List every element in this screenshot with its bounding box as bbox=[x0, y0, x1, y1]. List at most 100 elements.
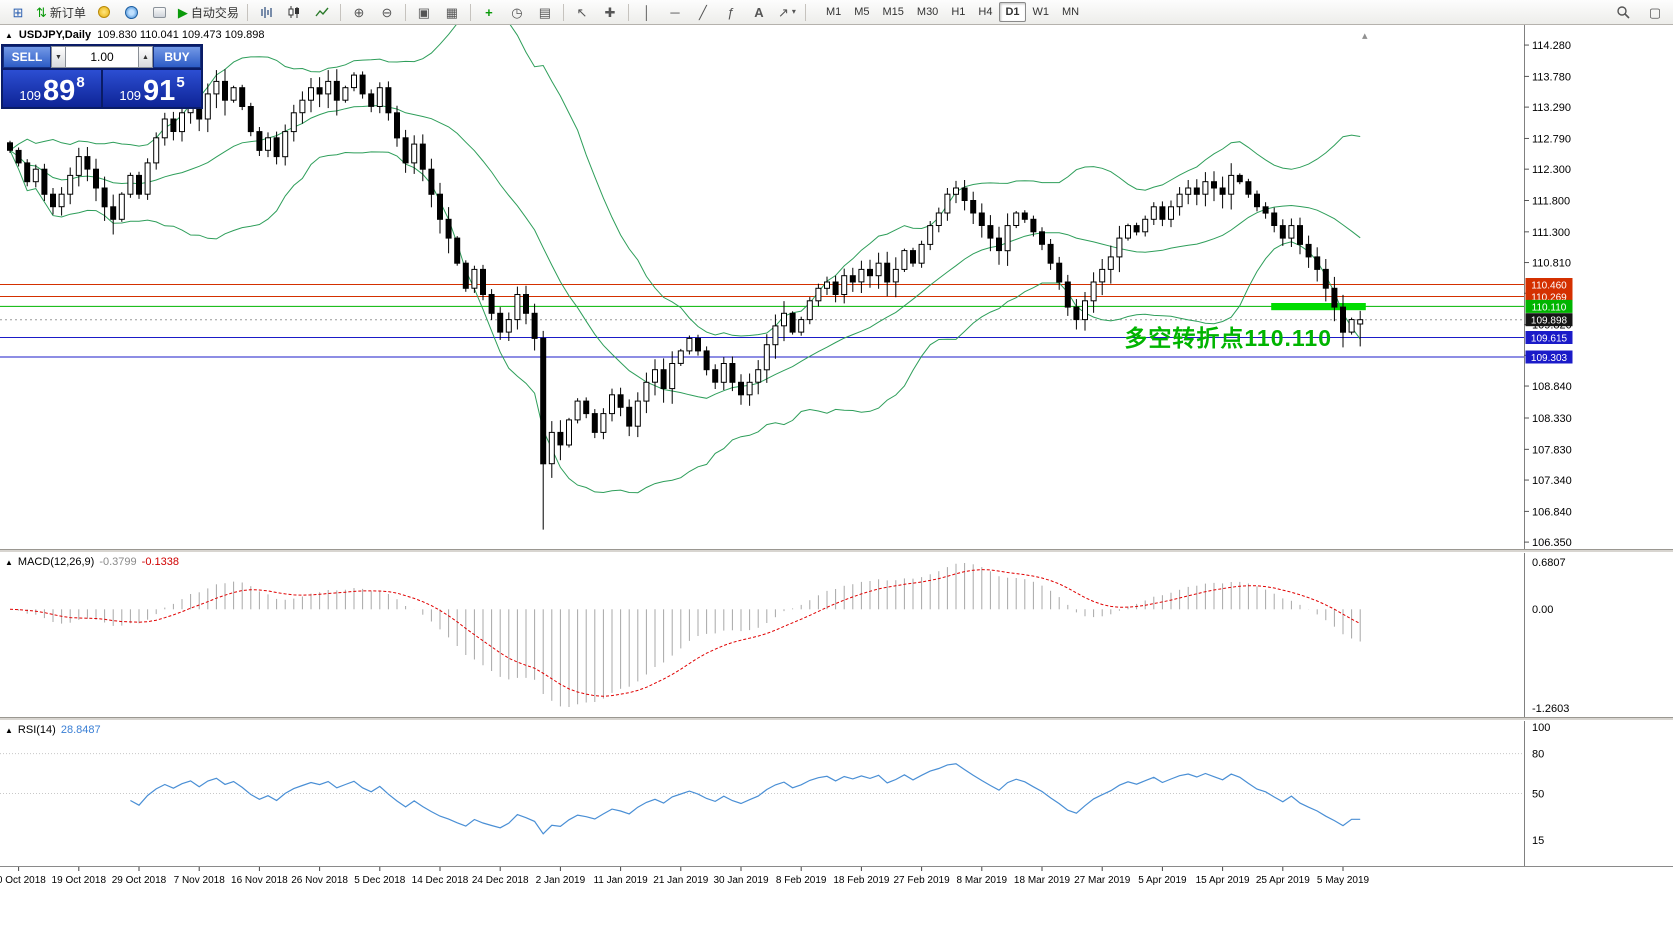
timeframe-h1[interactable]: H1 bbox=[951, 6, 966, 18]
main-chart-pane[interactable]: 114.280 113.780 113.290 112.790 112.300 111.8… bbox=[0, 25, 1673, 549]
ohlc-values: 109.830 110.041 109.473 109.898 bbox=[97, 29, 265, 41]
time-axis[interactable]: 10 Oct 2018 19 Oct 2018 29 Oct 2018 7 Nov 2… bbox=[0, 867, 1673, 891]
rsi-axis-label: 80 bbox=[1532, 749, 1544, 761]
buy-price[interactable]: 109 91 5 bbox=[103, 70, 201, 107]
horizontal-line-button[interactable]: ─ bbox=[661, 1, 689, 23]
timeframe-m1[interactable]: M1 bbox=[825, 6, 842, 18]
date-label: 5 Dec 2018 bbox=[354, 875, 406, 886]
separator bbox=[246, 3, 248, 21]
window-button[interactable]: ▢ bbox=[1641, 1, 1669, 23]
candlestick-button[interactable] bbox=[280, 1, 308, 23]
date-label: 10 Oct 2018 bbox=[0, 875, 46, 886]
zoom-out-button[interactable]: ⊖ bbox=[373, 1, 401, 23]
time-axis-line bbox=[0, 866, 1673, 867]
volume-up-button[interactable]: ▲ bbox=[138, 46, 153, 68]
chevron-down-icon: ▾ bbox=[791, 7, 796, 16]
zoom-in-button[interactable]: ⊕ bbox=[345, 1, 373, 23]
order-arrows-icon: ⇅ bbox=[36, 4, 47, 20]
search-button[interactable] bbox=[1609, 1, 1637, 23]
date-label: 19 Oct 2018 bbox=[52, 875, 107, 886]
tile-windows-button[interactable]: ▣ bbox=[410, 1, 438, 23]
bollinger-lower bbox=[9, 150, 1361, 494]
rsi-line bbox=[130, 763, 1361, 835]
date-label: 14 Dec 2018 bbox=[412, 875, 469, 886]
cascade-windows-icon: ▦ bbox=[445, 4, 459, 20]
date-label: 7 Nov 2018 bbox=[174, 875, 226, 886]
svg-text:113.780: 113.780 bbox=[1532, 71, 1571, 83]
arrow-icon: ↗ bbox=[777, 4, 789, 20]
indicators-plus-icon: + bbox=[485, 4, 493, 20]
date-label: 27 Feb 2019 bbox=[894, 875, 951, 886]
date-label: 30 Jan 2019 bbox=[713, 875, 768, 886]
svg-text:112.300: 112.300 bbox=[1532, 164, 1571, 176]
date-label: 26 Nov 2018 bbox=[291, 875, 348, 886]
timeframe-m15[interactable]: M15 bbox=[882, 6, 904, 18]
vertical-line-button[interactable]: │ bbox=[633, 1, 661, 23]
rsi-axis-label: 50 bbox=[1532, 789, 1544, 801]
new-order-button[interactable]: ⇅ 新订单 bbox=[32, 1, 90, 23]
symbol-period-label: USDJPY,Daily bbox=[18, 29, 92, 41]
svg-text:106.350: 106.350 bbox=[1532, 537, 1572, 549]
crosshair-button[interactable]: ✚ bbox=[596, 1, 624, 23]
indicators-button[interactable]: + bbox=[475, 1, 503, 23]
separator bbox=[562, 3, 564, 21]
cursor-icon: ↖ bbox=[576, 4, 588, 20]
timeframe-w1[interactable]: W1 bbox=[1032, 6, 1050, 18]
window-icon: ▢ bbox=[1648, 4, 1662, 20]
date-label: 5 May 2019 bbox=[1317, 875, 1370, 886]
fibonacci-button[interactable]: ƒ bbox=[717, 1, 745, 23]
macd-axis-label: -1.2603 bbox=[1532, 703, 1569, 715]
svg-text:114.280: 114.280 bbox=[1532, 40, 1571, 52]
sell-button[interactable]: SELL bbox=[3, 46, 51, 68]
svg-text:110.269: 110.269 bbox=[1531, 293, 1567, 304]
globe-icon bbox=[125, 5, 139, 19]
search-icon bbox=[1617, 6, 1630, 19]
svg-text:107.340: 107.340 bbox=[1532, 475, 1572, 487]
cursor-button[interactable]: ↖ bbox=[568, 1, 596, 23]
bar-chart-icon bbox=[261, 7, 272, 18]
macd-histogram bbox=[18, 563, 1361, 707]
arrows-button[interactable]: ↗ ▾ bbox=[773, 1, 801, 23]
pane-splitter[interactable] bbox=[0, 549, 1673, 553]
zoom-out-icon: ⊖ bbox=[381, 4, 393, 20]
svg-text:109.615: 109.615 bbox=[1531, 334, 1568, 345]
hlines-layer bbox=[0, 284, 1524, 358]
macd-pane[interactable]: 0.6807 0.00 -1.2603 bbox=[0, 553, 1673, 717]
svg-text:107.830: 107.830 bbox=[1532, 444, 1572, 456]
collapse-icon[interactable]: ▲ bbox=[5, 30, 13, 40]
templates-button[interactable]: ▤ bbox=[531, 1, 559, 23]
volume-input[interactable] bbox=[66, 46, 138, 68]
svg-text:110.110: 110.110 bbox=[1532, 302, 1567, 313]
new-chart-icon: ⊞ bbox=[12, 4, 24, 20]
svg-text:106.840: 106.840 bbox=[1532, 506, 1572, 518]
volume-down-button[interactable]: ▼ bbox=[51, 46, 66, 68]
new-chart-button[interactable]: ⊞ bbox=[4, 1, 32, 23]
date-label: 11 Jan 2019 bbox=[593, 875, 648, 886]
svg-text:108.330: 108.330 bbox=[1532, 413, 1572, 425]
svg-text:109.303: 109.303 bbox=[1531, 353, 1568, 364]
play-icon: ▶ bbox=[177, 4, 188, 20]
timeframe-m5[interactable]: M5 bbox=[854, 6, 870, 18]
collapse-icon[interactable]: ▲ bbox=[5, 725, 13, 735]
metaeditor-button[interactable] bbox=[90, 1, 118, 23]
timeframe-d1[interactable]: D1 bbox=[999, 2, 1026, 22]
cascade-windows-button[interactable]: ▦ bbox=[438, 1, 466, 23]
bar-chart-button[interactable] bbox=[252, 1, 280, 23]
sell-price[interactable]: 109 89 8 bbox=[3, 70, 101, 107]
text-button[interactable]: A bbox=[745, 1, 773, 23]
timeframe-m30[interactable]: M30 bbox=[916, 6, 939, 18]
collapse-icon[interactable]: ▲ bbox=[5, 557, 13, 567]
buy-button[interactable]: BUY bbox=[153, 46, 201, 68]
timeframe-h4[interactable]: H4 bbox=[978, 6, 993, 18]
zoom-in-icon: ⊕ bbox=[353, 4, 365, 20]
community-button[interactable] bbox=[146, 1, 174, 23]
rsi-pane[interactable]: 100 80 50 15 bbox=[0, 721, 1673, 866]
chat-icon bbox=[153, 6, 167, 18]
periods-button[interactable]: ◷ bbox=[503, 1, 531, 23]
market-button[interactable] bbox=[118, 1, 146, 23]
line-chart-button[interactable] bbox=[308, 1, 336, 23]
timeframe-mn[interactable]: MN bbox=[1062, 6, 1080, 18]
autotrading-button[interactable]: ▶ 自动交易 bbox=[174, 1, 243, 23]
trendline-button[interactable]: ╱ bbox=[689, 1, 717, 23]
pane-splitter[interactable] bbox=[0, 717, 1673, 721]
